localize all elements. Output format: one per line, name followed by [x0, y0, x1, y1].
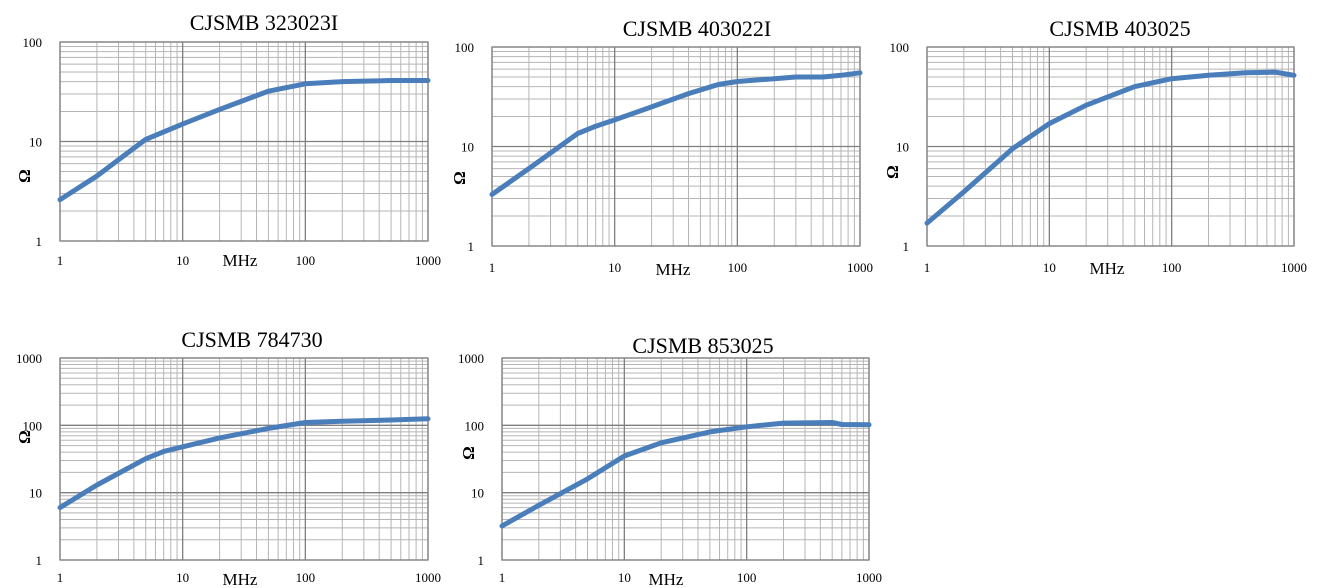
y-tick-label: 1: [468, 239, 475, 254]
x-axis-label: MHz: [649, 570, 684, 588]
y-axis-label: Ω: [459, 446, 478, 460]
chart-title: CJSMB 403022I: [623, 16, 772, 41]
x-tick-label: 1: [924, 260, 931, 275]
impedance-line: [57, 78, 431, 203]
y-tick-label: 1: [903, 239, 910, 254]
y-tick-label: 100: [23, 418, 43, 433]
chart-title: CJSMB 784730: [181, 327, 322, 352]
y-axis-label: Ω: [15, 169, 34, 183]
y-tick-label: 100: [23, 35, 43, 50]
x-tick-label: 10: [176, 253, 189, 268]
y-tick-label: 1: [36, 553, 43, 568]
x-tick-label: 1: [499, 570, 506, 585]
y-tick-label: 10: [461, 140, 474, 155]
chart-5: CJSMB 853025 1 10 100 1000 1 10 100 1000 MHz Ω: [458, 333, 882, 588]
x-tick-label: 100: [1162, 260, 1182, 275]
x-axis-label: MHz: [656, 260, 691, 279]
grid: [501, 357, 870, 561]
chart-title: CJSMB 323023I: [190, 10, 339, 35]
y-axis-label: Ω: [15, 430, 34, 444]
plot-area-border: [501, 357, 870, 561]
x-tick-label: 100: [296, 570, 316, 585]
x-axis-label: MHz: [1090, 259, 1125, 278]
x-tick-label: 10: [176, 570, 189, 585]
y-tick-label: 100: [890, 40, 910, 55]
x-axis-label: MHz: [223, 251, 258, 270]
plot-area-border: [59, 41, 429, 242]
y-tick-label: 10: [471, 486, 484, 501]
chart-3: CJSMB 403025 1 10 100 1 10 100 1000 MHz Ω: [883, 16, 1307, 278]
impedance-line: [57, 416, 431, 511]
y-axis-label: Ω: [883, 165, 902, 179]
chart-2: CJSMB 403022I 1 10 100 1 10 100 1000 MHz Ω: [450, 16, 873, 279]
x-tick-label: 100: [728, 260, 748, 275]
grid: [926, 46, 1295, 247]
x-tick-label: 1000: [856, 570, 882, 585]
x-tick-label: 100: [737, 570, 757, 585]
x-tick-label: 1: [57, 570, 64, 585]
y-tick-label: 1000: [16, 351, 42, 366]
y-tick-label: 1: [36, 234, 43, 249]
x-tick-label: 10: [618, 570, 631, 585]
chart-title: CJSMB 853025: [632, 333, 773, 358]
y-tick-label: 100: [455, 40, 475, 55]
y-axis-label: Ω: [450, 171, 469, 185]
impedance-line: [499, 420, 872, 529]
x-tick-label: 1000: [1281, 260, 1307, 275]
y-tick-label: 1000: [458, 351, 484, 366]
x-tick-label: 1: [489, 260, 496, 275]
y-tick-label: 100: [465, 418, 485, 433]
y-tick-label: 10: [29, 135, 42, 150]
x-tick-label: 1: [57, 253, 64, 268]
chart-4: CJSMB 784730 1 10 100 1000 1 10 100 1000 MHz Ω: [15, 327, 441, 588]
x-tick-label: 1000: [415, 570, 441, 585]
x-tick-label: 1000: [415, 253, 441, 268]
chart-1: CJSMB 323023I 1 10 100 1 10 100 1000 MHz Ω: [15, 10, 441, 270]
impedance-line: [489, 70, 863, 197]
plot-area-border: [59, 357, 429, 561]
x-tick-label: 1000: [847, 260, 873, 275]
plot-area-border: [926, 46, 1295, 247]
x-tick-label: 100: [296, 253, 316, 268]
y-tick-label: 10: [896, 140, 909, 155]
grid: [59, 41, 429, 242]
impedance-line: [924, 69, 1297, 226]
x-tick-label: 10: [608, 260, 621, 275]
chart-title: CJSMB 403025: [1049, 16, 1190, 41]
y-tick-label: 1: [478, 553, 485, 568]
y-tick-label: 10: [29, 486, 42, 501]
plot-area-border: [491, 46, 861, 247]
x-tick-label: 10: [1043, 260, 1056, 275]
grid: [59, 357, 429, 561]
x-axis-label: MHz: [223, 570, 258, 588]
